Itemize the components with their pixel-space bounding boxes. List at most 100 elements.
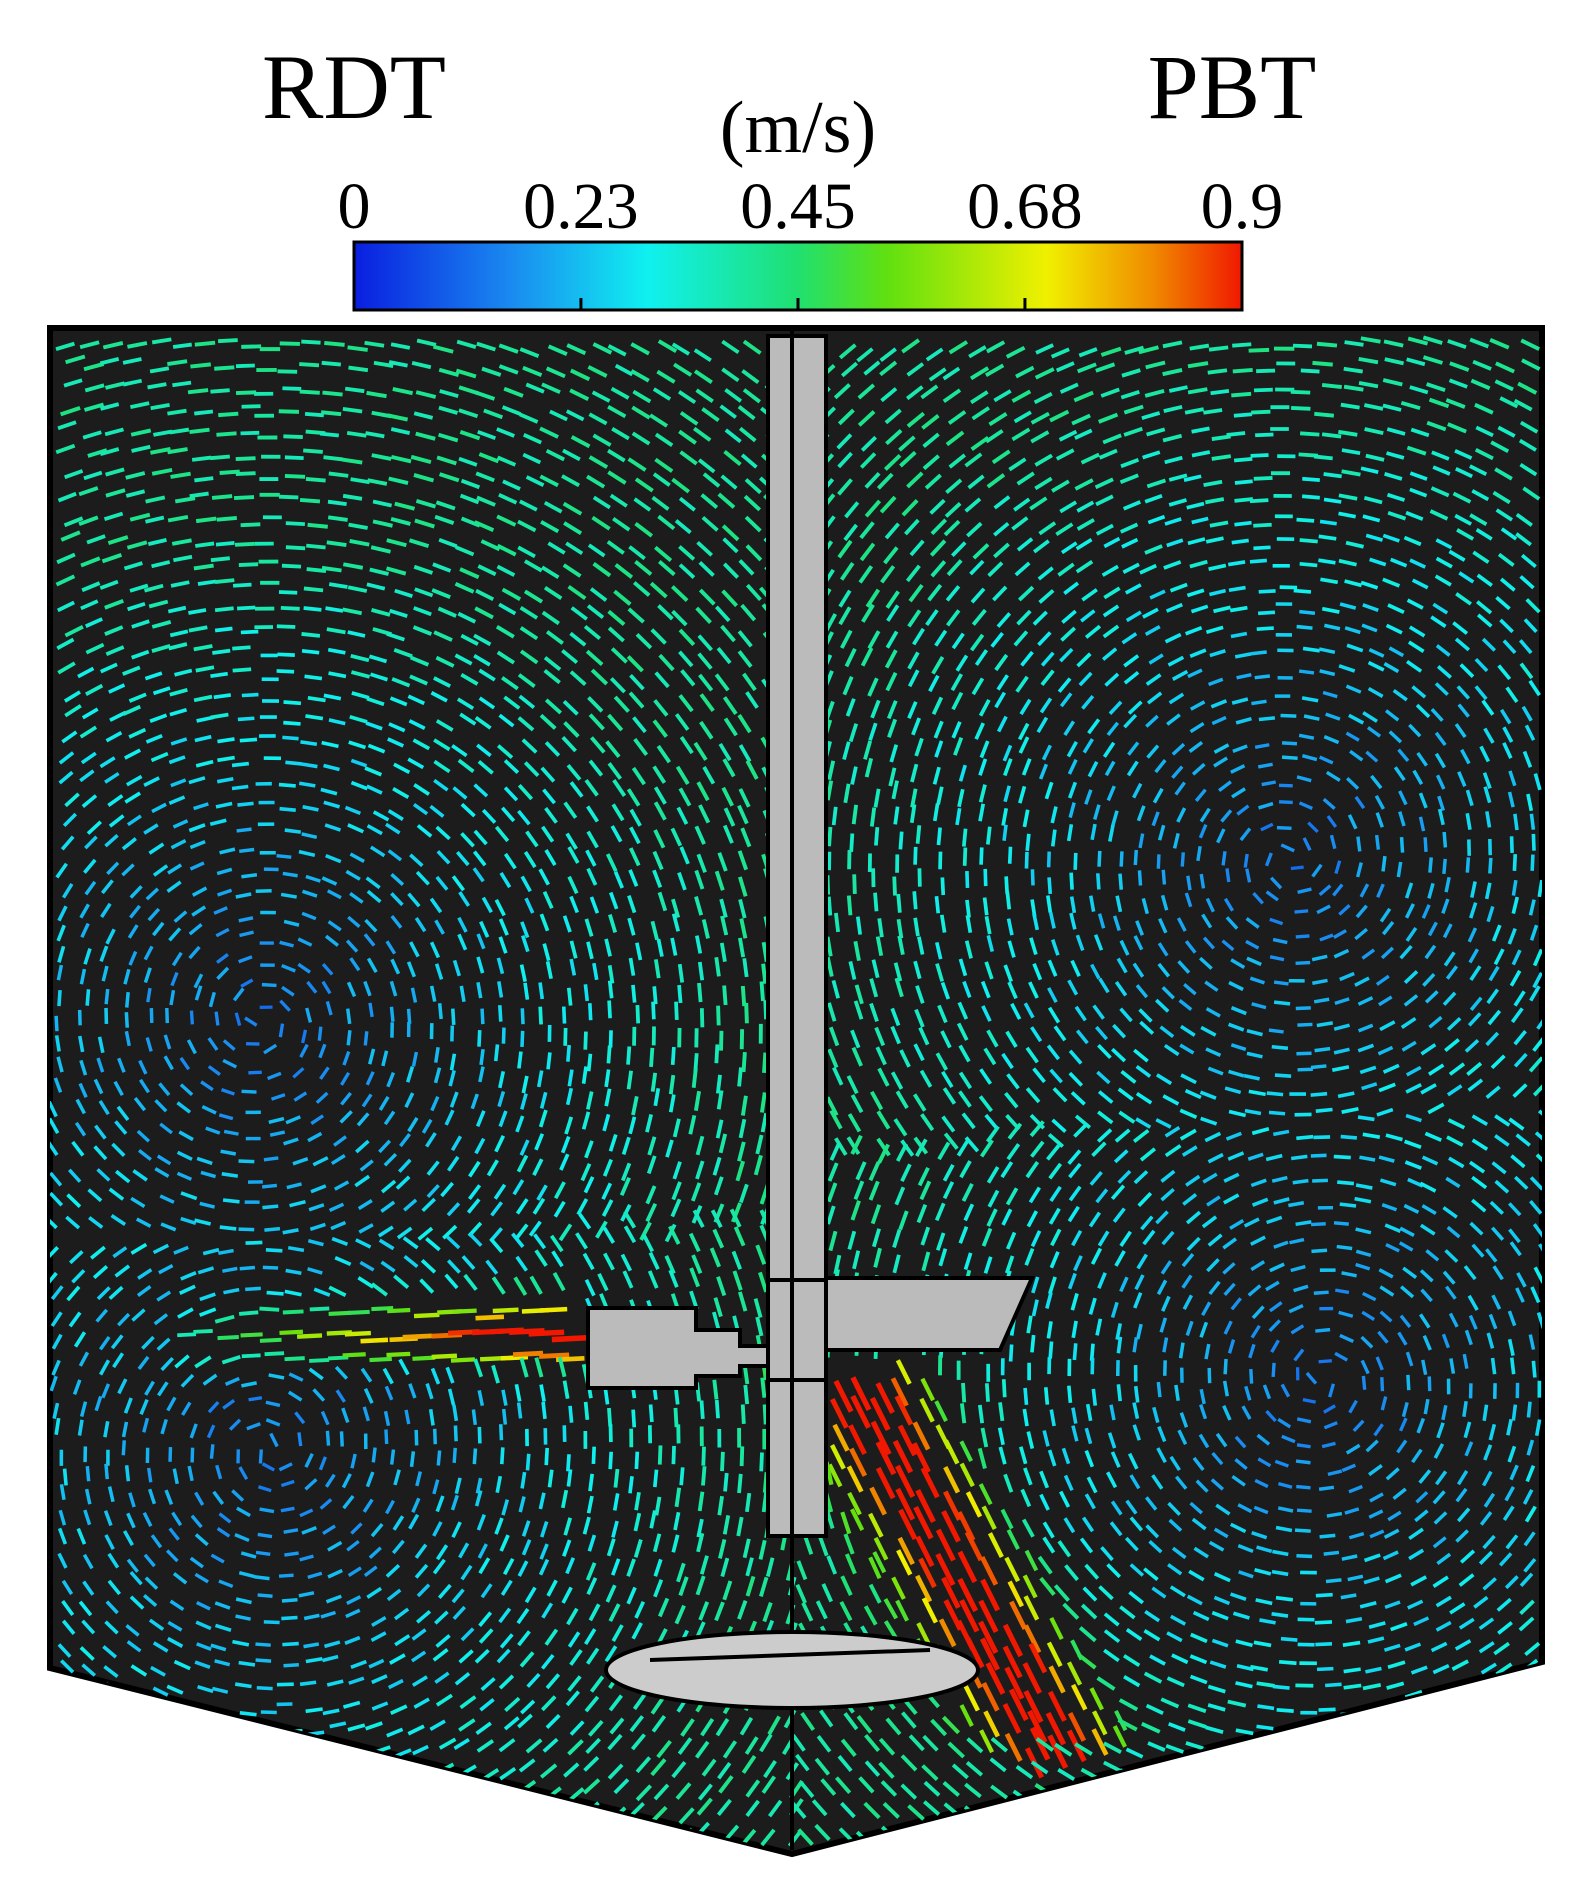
velocity-vector xyxy=(1388,646,1405,658)
velocity-vector xyxy=(1297,1022,1313,1027)
velocity-vector xyxy=(1357,1023,1374,1033)
velocity-vector xyxy=(1227,1339,1236,1354)
velocity-vector xyxy=(493,1183,507,1200)
velocity-vector xyxy=(937,1004,948,1024)
velocity-vector xyxy=(738,898,747,919)
velocity-vector xyxy=(1404,1703,1423,1713)
velocity-vector xyxy=(124,1725,142,1737)
velocity-vector xyxy=(285,1115,301,1125)
velocity-vector xyxy=(1404,882,1414,899)
velocity-vector xyxy=(581,1066,588,1084)
velocity-vector xyxy=(699,720,714,740)
velocity-vector xyxy=(1452,491,1472,504)
velocity-vector xyxy=(1524,1505,1537,1523)
velocity-vector xyxy=(1445,398,1466,409)
velocity-vector xyxy=(578,1213,592,1230)
velocity-vector xyxy=(1072,1343,1078,1361)
velocity-vector xyxy=(216,966,230,980)
velocity-vector xyxy=(108,1187,125,1201)
velocity-vector xyxy=(911,717,921,736)
velocity-vector xyxy=(882,1801,900,1819)
velocity-vector xyxy=(692,1209,705,1228)
velocity-vector xyxy=(920,1113,935,1132)
velocity-vector xyxy=(318,1043,327,1059)
velocity-vector xyxy=(1278,1482,1293,1489)
velocity-vector xyxy=(447,1388,456,1406)
velocity-vector xyxy=(1340,402,1360,410)
velocity-vector xyxy=(454,581,475,594)
velocity-vector xyxy=(79,769,95,783)
velocity-vector xyxy=(1211,1451,1224,1466)
velocity-vector xyxy=(692,426,712,442)
velocity-vector xyxy=(266,1290,284,1296)
velocity-vector xyxy=(176,1150,193,1161)
velocity-vector xyxy=(1208,1540,1225,1552)
velocity-vector xyxy=(1210,388,1230,396)
velocity-vector xyxy=(1115,1323,1123,1340)
velocity-vector xyxy=(1248,347,1270,353)
velocity-vector xyxy=(1257,610,1276,616)
velocity-vector xyxy=(1143,1671,1163,1684)
velocity-vector xyxy=(1078,1784,1099,1797)
velocity-vector xyxy=(1167,1501,1181,1516)
velocity-vector xyxy=(195,759,214,768)
velocity-vector xyxy=(1166,713,1181,726)
velocity-vector xyxy=(664,1223,677,1243)
velocity-vector xyxy=(438,1737,457,1750)
velocity-vector xyxy=(50,1191,64,1207)
velocity-vector xyxy=(892,1439,914,1474)
velocity-vector xyxy=(100,902,112,918)
velocity-vector xyxy=(1022,1408,1029,1427)
velocity-vector xyxy=(55,341,75,352)
velocity-vector xyxy=(1500,527,1518,541)
velocity-vector xyxy=(460,633,479,646)
velocity-vector xyxy=(496,650,515,665)
velocity-vector xyxy=(151,467,173,476)
velocity-vector xyxy=(307,522,328,529)
velocity-vector xyxy=(125,774,143,787)
velocity-vector xyxy=(1292,343,1313,349)
velocity-vector xyxy=(501,405,522,416)
velocity-vector xyxy=(359,1260,375,1272)
velocity-vector xyxy=(934,740,944,758)
velocity-vector xyxy=(1314,1821,1334,1827)
velocity-vector xyxy=(1075,1809,1096,1822)
velocity-vector xyxy=(1024,1549,1039,1572)
velocity-vector xyxy=(913,960,922,980)
velocity-vector xyxy=(872,1551,887,1574)
velocity-vector xyxy=(407,892,421,908)
velocity-vector xyxy=(915,1138,928,1157)
velocity-vector xyxy=(723,1472,729,1492)
velocity-vector xyxy=(1294,1528,1311,1533)
velocity-vector xyxy=(691,1254,703,1274)
velocity-vector xyxy=(310,1114,325,1125)
velocity-vector xyxy=(1348,1531,1365,1540)
velocity-vector xyxy=(1184,625,1203,636)
velocity-vector xyxy=(1232,744,1248,753)
velocity-vector xyxy=(1010,1002,1022,1020)
velocity-vector xyxy=(656,744,672,764)
velocity-vector xyxy=(1225,1131,1242,1141)
velocity-vector xyxy=(1315,1642,1333,1647)
velocity-vector xyxy=(307,1571,323,1580)
velocity-vector xyxy=(970,587,986,604)
velocity-vector xyxy=(713,1297,723,1318)
velocity-vector xyxy=(658,653,675,672)
velocity-vector xyxy=(1355,1227,1372,1235)
velocity-vector xyxy=(945,585,961,602)
velocity-vector xyxy=(1005,1231,1017,1250)
velocity-vector xyxy=(1380,1377,1385,1392)
velocity-vector xyxy=(1448,1062,1466,1076)
velocity-vector xyxy=(1163,560,1182,570)
velocity-vector xyxy=(1152,787,1164,804)
velocity-vector xyxy=(608,1694,623,1712)
velocity-vector xyxy=(538,1492,546,1510)
velocity-vector xyxy=(1447,422,1467,434)
velocity-vector xyxy=(1261,780,1277,787)
velocity-vector xyxy=(261,982,277,988)
velocity-vector xyxy=(173,1245,189,1255)
velocity-vector xyxy=(429,804,445,818)
velocity-vector xyxy=(585,1562,597,1581)
velocity-vector xyxy=(1252,1814,1273,1821)
velocity-vector xyxy=(1315,1592,1333,1598)
